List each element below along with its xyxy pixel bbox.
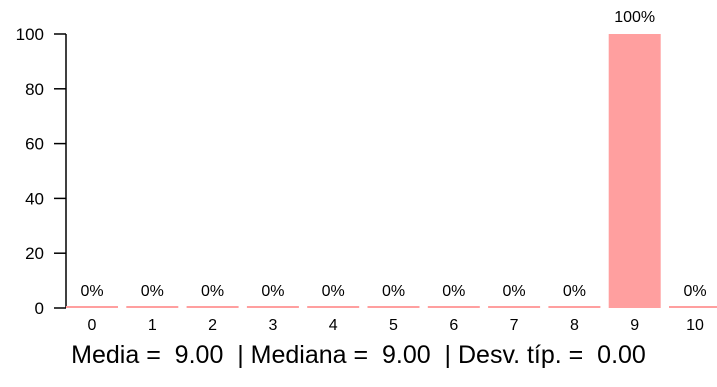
x-tick-label-5: 5 (389, 317, 398, 334)
y-tick-label: 60 (25, 135, 44, 154)
bar-9 (608, 34, 661, 308)
data-label-6: 0% (442, 283, 465, 300)
x-tick-label-7: 7 (510, 317, 519, 334)
data-label-8: 0% (563, 283, 586, 300)
bar-chart: 0 20 40 60 80 100 0% 0% 0% 0% 0% 0% 0% 0% 0% 100% 0% 0 1… (16, 9, 717, 334)
x-tick-label-10: 10 (686, 317, 704, 334)
x-tick-label-2: 2 (208, 317, 217, 334)
summary-statistics: Media = 9.00 | Mediana = 9.00 | Desv. tí… (71, 341, 646, 369)
bar-8 (548, 306, 601, 308)
y-tick-label: 0 (35, 299, 44, 318)
bars (66, 34, 717, 308)
bar-6 (427, 306, 480, 308)
y-tick-label: 20 (25, 244, 44, 263)
data-label-0: 0% (80, 283, 103, 300)
bar-10 (669, 306, 717, 308)
data-label-7: 0% (503, 283, 526, 300)
data-label-9: 100% (614, 9, 655, 26)
bar-3 (246, 306, 299, 308)
data-label-2: 0% (201, 283, 224, 300)
x-tick-label-4: 4 (329, 317, 338, 334)
x-tick-label-8: 8 (570, 317, 579, 334)
data-label-5: 0% (382, 283, 405, 300)
x-tick-label-6: 6 (449, 317, 458, 334)
x-tick-label-0: 0 (88, 317, 97, 334)
bar-2 (186, 306, 239, 308)
data-label-3: 0% (261, 283, 284, 300)
data-label-4: 0% (322, 283, 345, 300)
bar-7 (488, 306, 541, 308)
bar-1 (126, 306, 179, 308)
x-axis-tick-labels: 0 1 2 3 4 5 6 7 8 9 10 (88, 317, 704, 334)
y-tick-label: 100 (16, 25, 44, 44)
bar-0 (66, 306, 118, 308)
data-label-1: 0% (141, 283, 164, 300)
y-tick-label: 40 (25, 189, 44, 208)
y-axis: 0 20 40 60 80 100 (16, 25, 67, 318)
bar-4 (307, 306, 360, 308)
data-labels: 0% 0% 0% 0% 0% 0% 0% 0% 0% 100% 0% (80, 9, 706, 300)
x-tick-label-3: 3 (268, 317, 277, 334)
x-tick-label-1: 1 (148, 317, 157, 334)
data-label-10: 0% (683, 283, 706, 300)
bar-5 (367, 306, 420, 308)
y-tick-label: 80 (25, 80, 44, 99)
x-tick-label-9: 9 (630, 317, 639, 334)
